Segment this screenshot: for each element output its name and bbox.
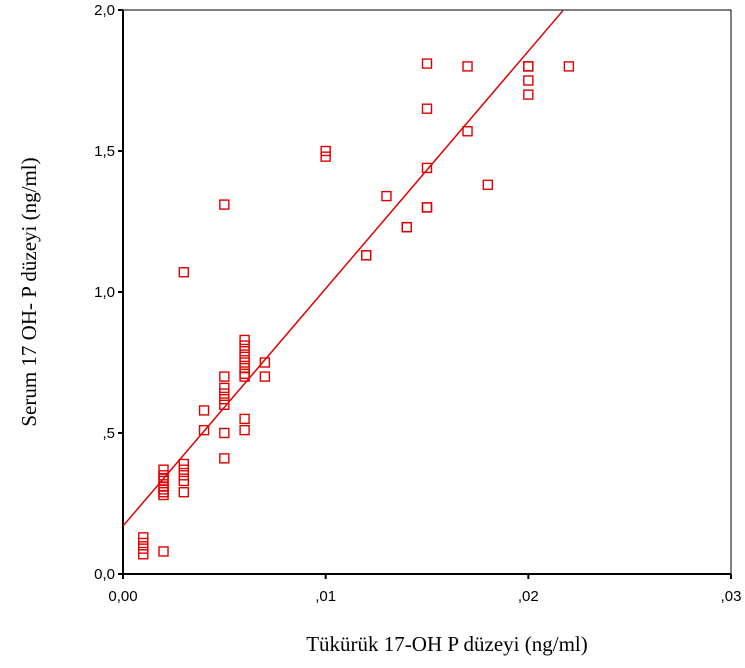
data-point [158, 472, 169, 484]
data-point [462, 61, 473, 72]
data-point [158, 481, 169, 492]
x-tick-label: ,02 [518, 588, 539, 605]
data-point [178, 267, 190, 278]
data-point [138, 537, 149, 549]
data-point [178, 464, 190, 475]
data-point [523, 89, 534, 100]
data-point [219, 399, 230, 410]
data-point [178, 458, 190, 470]
data-point [421, 202, 433, 213]
data-point [178, 487, 190, 498]
data-point [259, 371, 271, 382]
data-point [219, 388, 230, 399]
data-point [239, 368, 250, 379]
data-point [239, 424, 250, 436]
data-point [239, 334, 250, 346]
data-point [239, 351, 250, 363]
x-tick-label: ,01 [315, 588, 336, 605]
data-point [158, 546, 169, 557]
y-tick-label: 2,0 [94, 2, 115, 19]
data-point [138, 543, 149, 554]
data-point [482, 179, 493, 191]
data-point [239, 357, 250, 368]
data-point [239, 362, 250, 374]
data-point [401, 221, 412, 233]
data-point [239, 340, 250, 351]
data-point [239, 371, 250, 382]
data-point [178, 470, 190, 481]
y-tick-label: 0,0 [94, 566, 115, 583]
data-point [158, 489, 169, 501]
x-axis-title: Tükürük 17-OH P düzeyi (ng/ml) [306, 632, 588, 656]
data-point [421, 162, 433, 174]
data-point [421, 103, 433, 114]
data-point [219, 393, 230, 405]
data-point [523, 61, 534, 72]
data-point [523, 75, 534, 86]
data-point [320, 151, 331, 162]
data-point [239, 413, 250, 425]
regression-line [122, 10, 564, 527]
data-point [158, 487, 169, 498]
plot-border [122, 9, 732, 575]
plot-area [122, 9, 732, 575]
y-tick-label: 1,0 [94, 284, 115, 301]
data-point [401, 221, 412, 233]
data-point [361, 250, 372, 261]
data-point [239, 346, 250, 357]
data-point [158, 464, 169, 475]
data-point [219, 371, 230, 382]
data-point [523, 61, 534, 72]
y-axis-title: Serum 17 OH- P düzeyi (ng/ml) [17, 157, 41, 426]
data-points [138, 58, 575, 560]
data-point [138, 532, 149, 543]
y-tick-label: ,5 [102, 425, 115, 442]
x-tick-label: 0,00 [108, 588, 137, 605]
data-point [421, 202, 433, 213]
data-point [320, 145, 331, 157]
y-tick-label: 1,5 [94, 143, 115, 160]
data-point [219, 427, 230, 439]
data-point [219, 199, 230, 210]
x-tick-label: ,03 [721, 588, 742, 605]
data-point [198, 424, 210, 436]
data-point [219, 453, 230, 464]
axis-ticks: 0,0 ,5 1,0 1,5 2,0 0,00 ,01 ,02 ,03 [94, 2, 741, 605]
data-point [138, 549, 149, 560]
data-point [198, 405, 210, 416]
data-point [421, 58, 433, 69]
fit-line-group [122, 10, 564, 527]
data-point [259, 357, 271, 368]
data-point [563, 61, 575, 72]
data-point [381, 190, 392, 202]
data-point [219, 382, 230, 394]
data-point [361, 250, 372, 261]
data-point [158, 484, 169, 495]
data-point [462, 126, 473, 137]
data-point [178, 475, 190, 487]
